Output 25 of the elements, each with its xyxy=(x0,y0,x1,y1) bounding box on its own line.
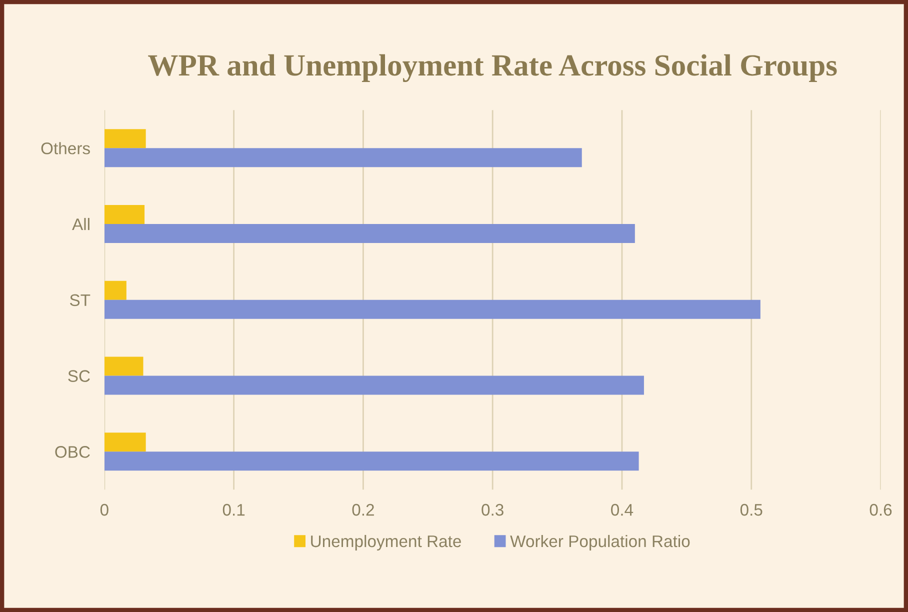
y-tick-label: All xyxy=(72,218,90,230)
legend-label: Worker Population Ratio xyxy=(510,534,690,550)
bar xyxy=(104,205,145,224)
bar xyxy=(104,224,635,243)
bar xyxy=(104,300,760,319)
x-tick-label: 0 xyxy=(100,504,108,516)
x-tick-label: 0.1 xyxy=(222,504,245,516)
bar xyxy=(104,452,639,471)
x-tick-label: 0.5 xyxy=(740,504,762,516)
bar xyxy=(104,376,644,395)
x-tick-label: 0.4 xyxy=(611,504,634,516)
x-tick-label: 0.6 xyxy=(870,504,892,516)
y-tick-label: OBC xyxy=(55,446,90,458)
bar xyxy=(104,280,126,300)
bar xyxy=(104,129,146,148)
y-tick-label: SC xyxy=(68,370,90,382)
bar xyxy=(104,432,146,452)
y-tick-label: Others xyxy=(41,142,90,154)
y-tick-label: ST xyxy=(70,294,90,306)
x-tick-label: 0.2 xyxy=(352,504,374,516)
bar xyxy=(104,356,144,376)
bar xyxy=(104,148,582,168)
chart-title: WPR and Unemployment Rate Across Social Groups xyxy=(148,54,837,82)
x-tick-label: 0.3 xyxy=(482,504,504,516)
legend-label: Unemployment Rate xyxy=(311,534,461,550)
